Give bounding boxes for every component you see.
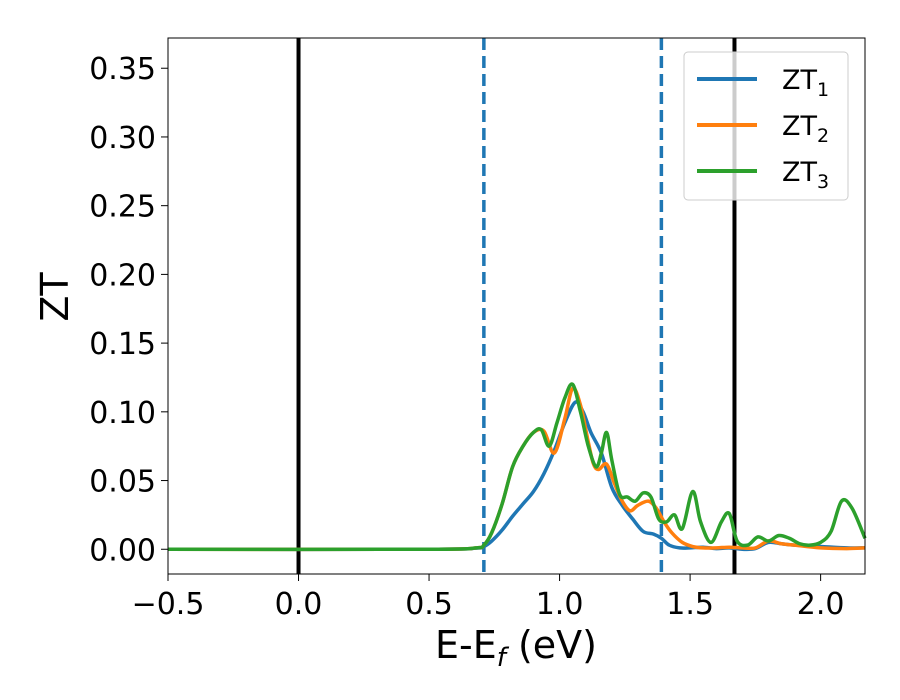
legend: ZT1 ZT2 ZT3 [683, 51, 849, 201]
legend-label-zt2: ZT2 [782, 111, 829, 147]
y-tick-label: 0.35 [89, 52, 156, 87]
x-tick-label: 0.5 [405, 587, 453, 622]
y-axis-ticks: 0.00 0.05 0.10 0.15 0.20 0.25 0.30 0.35 [89, 52, 168, 568]
x-tick-label: −0.5 [132, 587, 205, 622]
legend-label-zt1: ZT1 [782, 65, 829, 101]
x-axis-label: E-Ef (eV) [435, 623, 597, 673]
y-tick-label: 0.20 [89, 258, 156, 293]
x-tick-label: 1.0 [536, 587, 584, 622]
legend-box [683, 51, 849, 201]
y-tick-label: 0.30 [89, 121, 156, 156]
x-tick-label: 1.5 [666, 587, 714, 622]
plot-frame [167, 37, 866, 575]
legend-label-zt3: ZT3 [782, 157, 829, 193]
vertical-reference-lines [296, 38, 737, 574]
series-line-zt3 [167, 382, 867, 552]
series-lines [167, 382, 867, 552]
series-line-zt2 [167, 386, 866, 552]
y-tick-label: 0.00 [89, 533, 156, 568]
x-tick-label: 0.0 [275, 587, 323, 622]
y-tick-label: 0.10 [89, 396, 156, 431]
y-tick-label: 0.15 [89, 327, 156, 362]
y-tick-label: 0.25 [89, 190, 156, 225]
x-axis-ticks: −0.5 0.0 0.5 1.0 1.5 2.0 [132, 574, 845, 622]
y-tick-label: 0.05 [89, 465, 156, 500]
y-axis-label: ZT [33, 272, 77, 322]
x-tick-label: 2.0 [797, 587, 845, 622]
series-line-zt1 [167, 400, 866, 552]
